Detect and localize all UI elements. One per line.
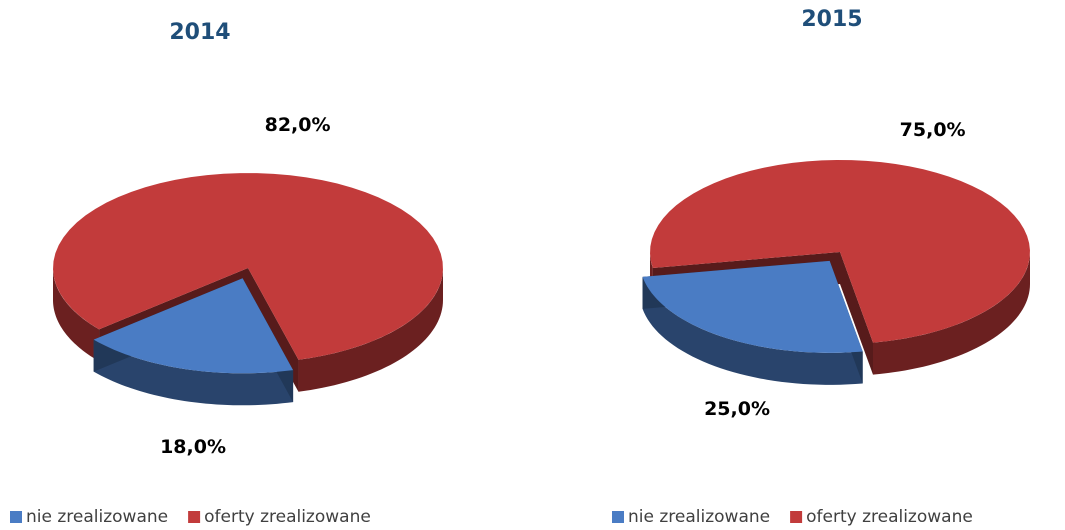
legend-label: oferty zrealizowane — [806, 507, 973, 527]
slice-side — [53, 268, 100, 362]
slice-side — [872, 252, 1030, 375]
legend-swatch — [10, 511, 22, 523]
value-label: 82,0% — [265, 114, 331, 136]
legend-swatch — [612, 511, 624, 523]
legend-label: oferty zrealizowane — [204, 507, 371, 527]
value-label: 25,0% — [704, 398, 770, 420]
chart-title: 2015 — [801, 7, 862, 32]
slice-side — [93, 339, 294, 406]
slice-side — [298, 268, 443, 392]
slice — [642, 260, 863, 353]
value-label: 18,0% — [160, 436, 226, 458]
slice — [53, 173, 443, 360]
slice — [650, 160, 1030, 343]
legend-swatch — [790, 511, 803, 523]
slice-side — [642, 276, 863, 385]
chart-title: 2014 — [169, 20, 230, 45]
value-label: 75,0% — [900, 119, 966, 141]
legend-label: nie zrealizowane — [26, 507, 168, 527]
slice-cut — [840, 252, 873, 375]
legend-swatch — [188, 511, 201, 523]
legend-label: nie zrealizowane — [628, 507, 770, 527]
slice — [93, 278, 294, 374]
